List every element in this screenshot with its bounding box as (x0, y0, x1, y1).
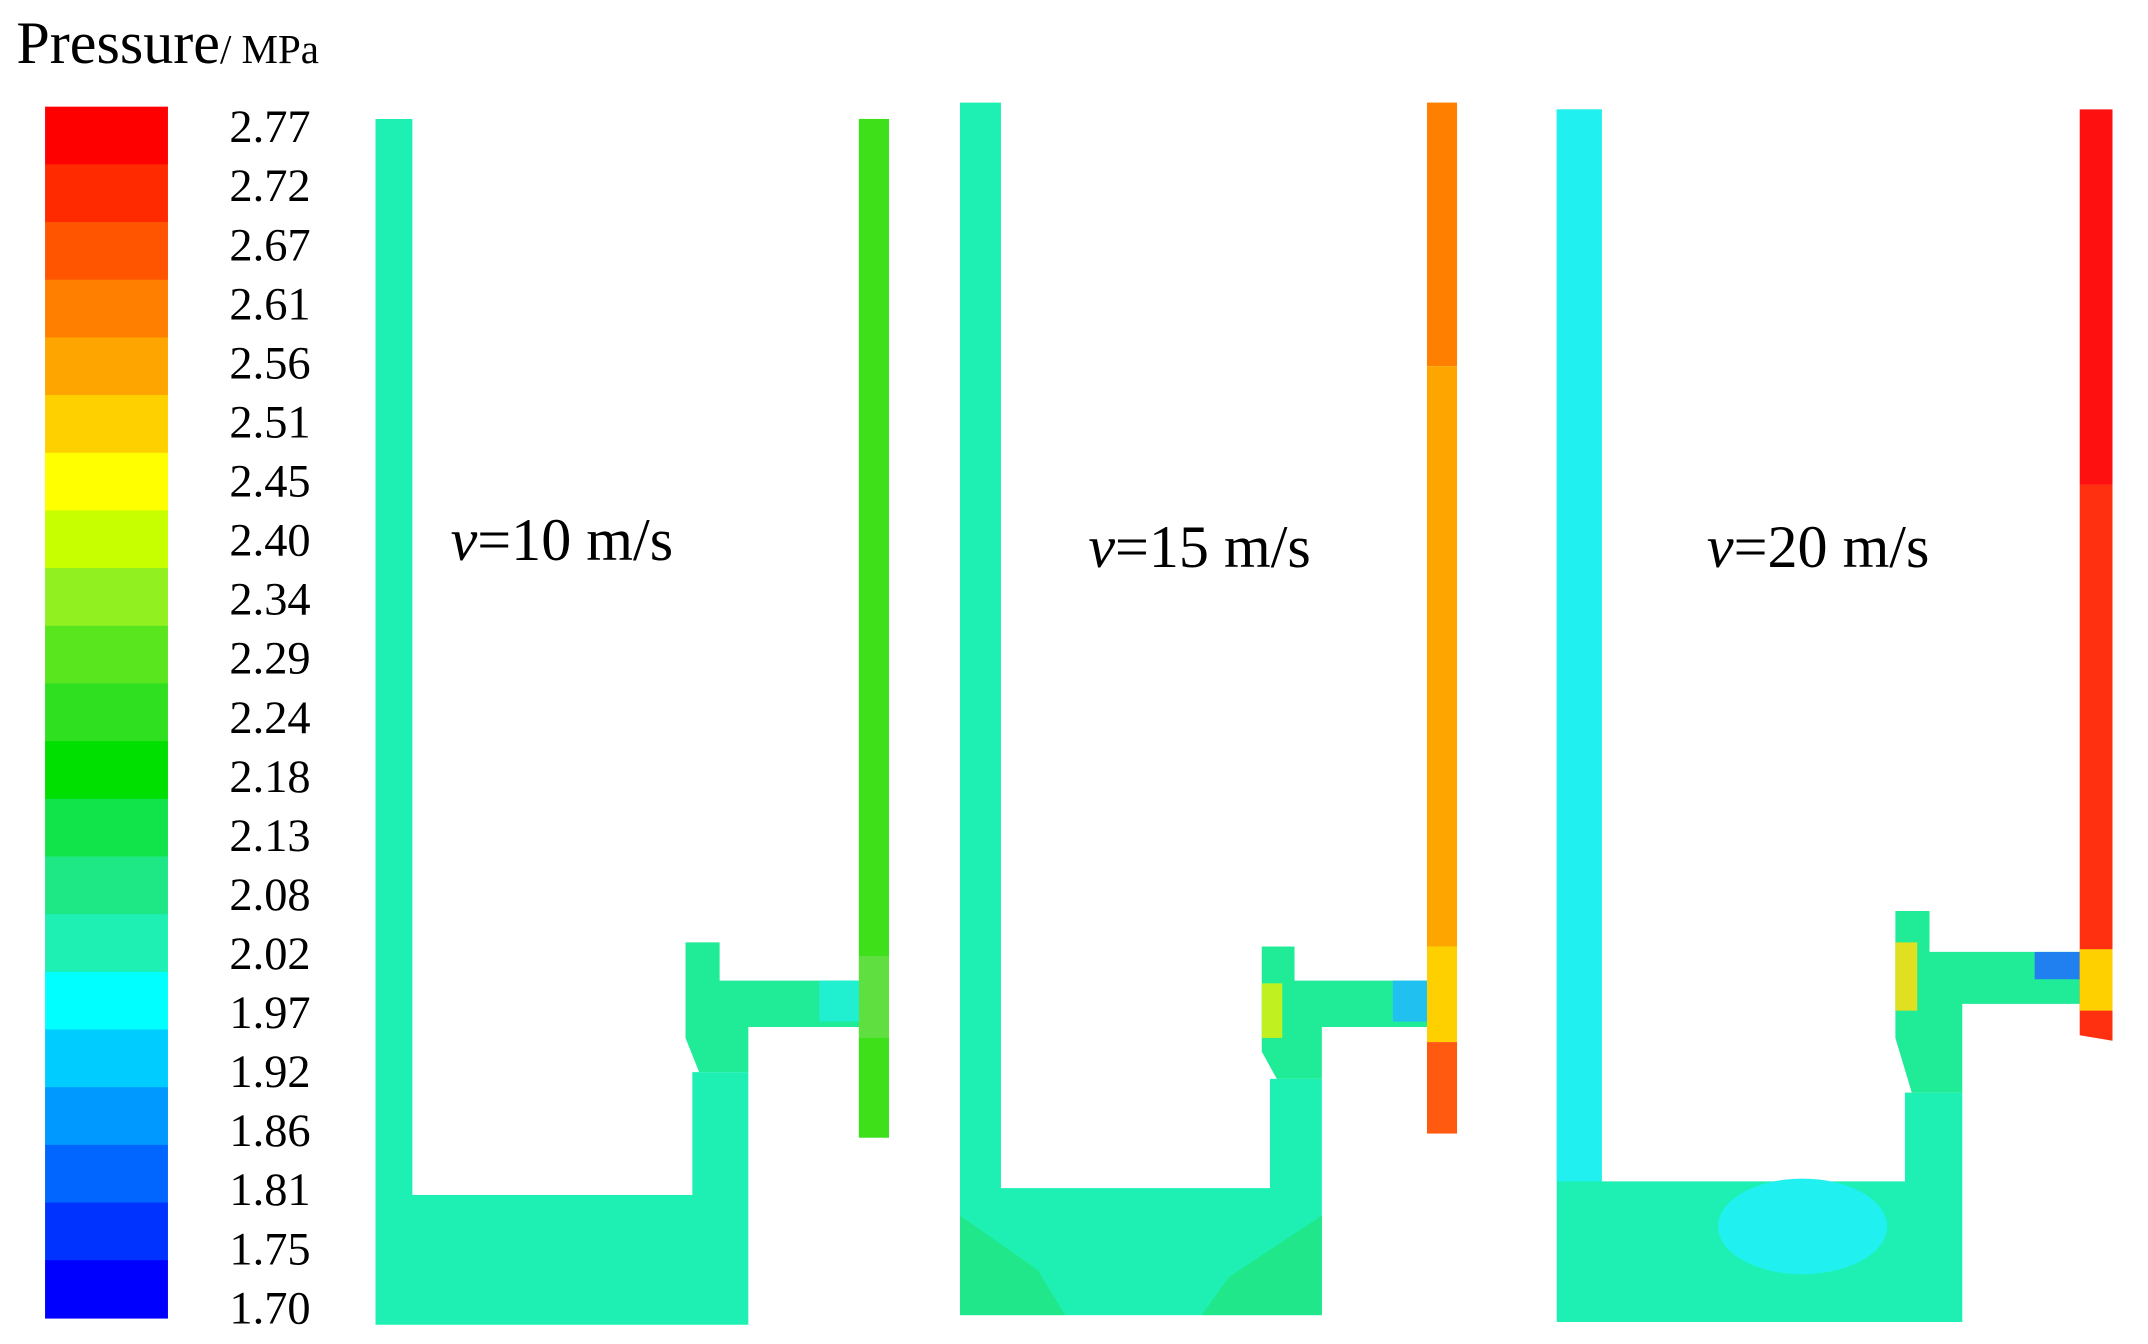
colorbar-label: 2.45 (229, 457, 310, 508)
colorbar-band (45, 510, 168, 569)
colorbar-band (45, 856, 168, 915)
colorbar-band (45, 914, 168, 973)
colorbar-label: 2.02 (229, 929, 310, 980)
colorbar-band (45, 1029, 168, 1088)
colorbar-label: 2.72 (229, 161, 310, 212)
colorbar-label: 2.77 (229, 102, 310, 153)
panel-label-value: =10 m/s (477, 506, 673, 573)
panel-label: v=10 m/s (451, 506, 673, 573)
panel-label-var: v (451, 506, 478, 573)
colorbar-band (45, 395, 168, 454)
colorbar-band (45, 452, 168, 512)
colorbar-label: 2.24 (229, 693, 310, 744)
colorbar-label: 1.97 (229, 988, 310, 1039)
colorbar-label: 2.40 (229, 516, 310, 567)
colorbar-label: 2.67 (229, 220, 310, 271)
colorbar-band (45, 568, 168, 627)
panel-label-value: =20 m/s (1734, 513, 1930, 580)
colorbar-band (45, 1202, 168, 1261)
legend-unit: / MPa (220, 26, 319, 72)
panel-label: v=15 m/s (1088, 513, 1310, 580)
colorbar-band (45, 279, 168, 339)
pipe-geometry (375, 102, 2113, 1325)
colorbar-label: 2.13 (229, 811, 310, 862)
colorbar-label: 2.51 (229, 397, 310, 448)
colorbar-label: 2.29 (229, 634, 310, 685)
panel-labels: v=10 m/s v=15 m/s v=20 m/s (451, 506, 1930, 580)
colorbar-label: 2.61 (229, 279, 310, 330)
colorbar-band (45, 625, 168, 685)
colorbar-band (45, 337, 168, 396)
colorbar-band (45, 741, 168, 800)
panel-label-value: =15 m/s (1115, 513, 1311, 580)
panel-label-var: v (1707, 513, 1734, 580)
colorbar-band (45, 164, 168, 223)
colorbar: 2.77 2.72 2.67 2.61 2.56 2.51 2.45 2.40 2.34 2.29… (45, 102, 311, 1334)
colorbar-label: 2.08 (229, 870, 310, 921)
colorbar-band (45, 683, 168, 742)
colorbar-label: 1.75 (229, 1224, 310, 1275)
colorbar-label: 2.56 (229, 338, 310, 389)
colorbar-band (45, 1144, 168, 1204)
colorbar-label: 1.70 (229, 1283, 310, 1334)
panel-label-var: v (1088, 513, 1115, 580)
colorbar-label: 1.81 (229, 1165, 310, 1216)
colorbar-band (45, 971, 168, 1031)
colorbar-label: 2.18 (229, 752, 310, 803)
colorbar-label: 1.92 (229, 1047, 310, 1098)
colorbar-band (45, 798, 168, 858)
colorbar-band (45, 106, 168, 166)
colorbar-label: 1.86 (229, 1106, 310, 1157)
legend-title-text: Pressure (16, 9, 220, 76)
colorbar-band (45, 1260, 168, 1319)
colorbar-band (45, 222, 168, 281)
legend-title: Pressure/ MPa (16, 9, 319, 76)
colorbar-label: 2.34 (229, 575, 310, 626)
colorbar-band (45, 1087, 168, 1146)
panel-label: v=20 m/s (1707, 513, 1929, 580)
